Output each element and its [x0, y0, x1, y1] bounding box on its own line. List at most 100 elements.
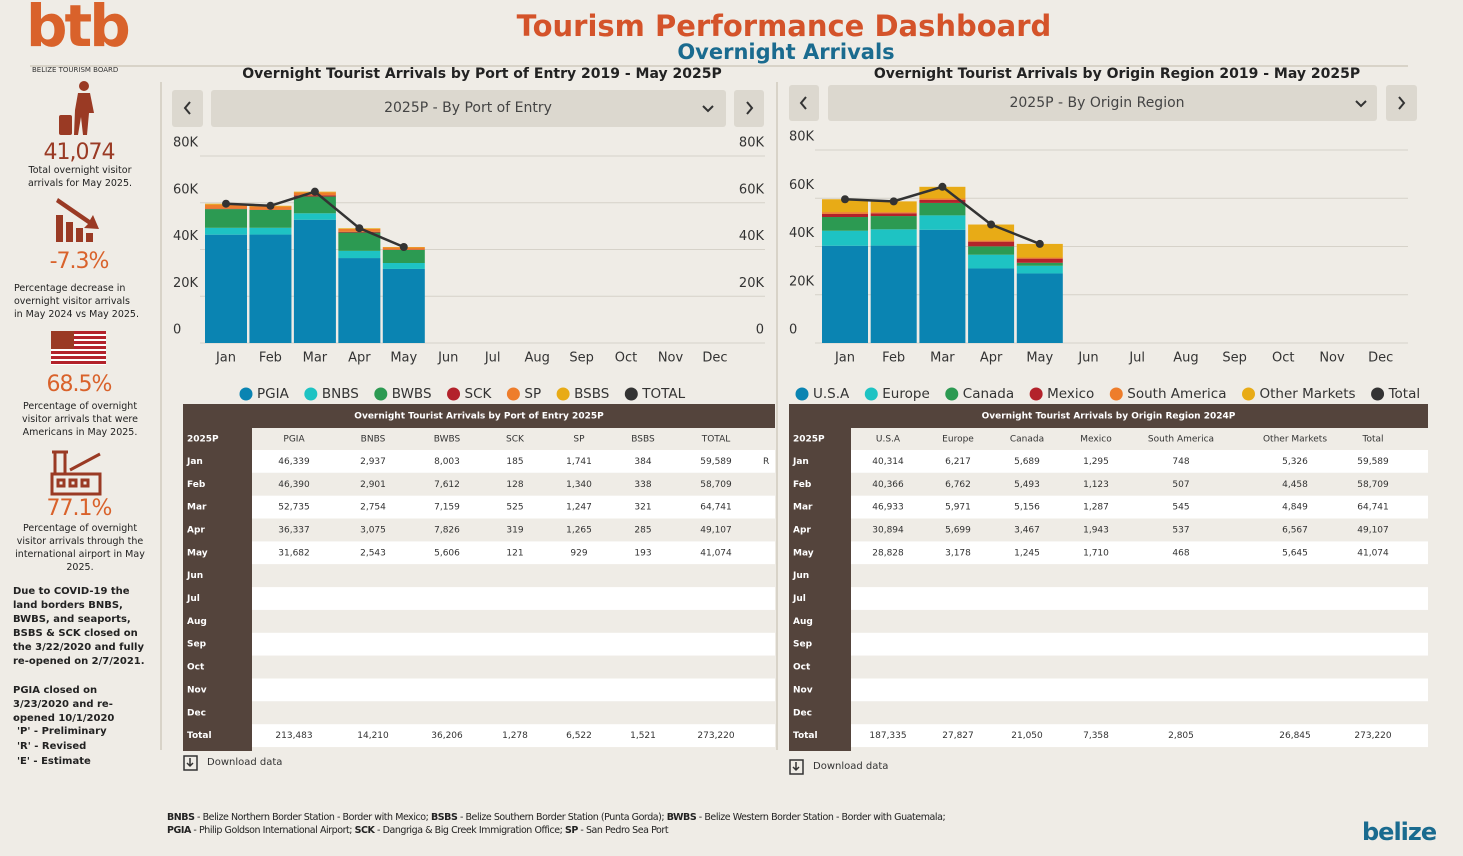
legend-swatch [1109, 387, 1123, 401]
table-row-bg [183, 450, 775, 473]
table-cell: 384 [634, 457, 651, 467]
table-row-bg [789, 495, 1428, 519]
bar-segment [822, 212, 868, 214]
table-cell: 7,358 [1083, 731, 1109, 741]
table-cell: 6,567 [1282, 525, 1308, 535]
bar-segment [205, 209, 247, 228]
legend-note: 'R' - Revised [17, 741, 87, 752]
table-cell: 46,933 [872, 503, 904, 513]
table-header: Europe [942, 435, 974, 445]
bar-segment [1016, 265, 1063, 274]
table-cell: 28,828 [872, 548, 904, 558]
footer-term: BNBS [167, 812, 195, 823]
table-cell: Jun [186, 571, 203, 581]
legend-label: Europe [882, 386, 929, 402]
table-cell: 525 [506, 503, 523, 513]
table-cell: 46,390 [278, 480, 310, 490]
table-cell: Jun [792, 571, 809, 581]
bar-segment [1016, 262, 1063, 266]
footer-term: BSBS [431, 812, 458, 823]
kpi-text: Total overnight visitor arrivals for May… [27, 165, 133, 189]
table-month-column [789, 428, 851, 751]
next-button[interactable] [1386, 85, 1417, 121]
table-cell: Mar [793, 503, 813, 513]
legend-swatch [1371, 387, 1385, 401]
table-cell: Oct [187, 663, 205, 673]
legend-swatch [624, 387, 638, 401]
title: Tourism Performance Dashboard [516, 9, 1052, 43]
bar-segment [968, 246, 1015, 255]
table-cell: Aug [187, 617, 207, 627]
y-tick-label: 80K [789, 130, 815, 145]
table-row-bg [789, 472, 1428, 496]
table-cell: 213,483 [275, 731, 312, 741]
y-tick-label: 80K [739, 136, 765, 151]
y-tick-label: 20K [789, 274, 815, 289]
chevron [702, 105, 714, 113]
legend-label: BNBS [322, 386, 359, 402]
line-point [355, 224, 364, 233]
bar-segment [919, 229, 966, 343]
table-cell: 31,682 [278, 548, 310, 558]
x-tick-label: May [1026, 351, 1053, 366]
bar-segment [870, 245, 917, 343]
download-link[interactable]: Download data [813, 761, 889, 772]
traveler-icon [59, 81, 94, 135]
table-cell: 537 [1172, 525, 1189, 535]
footer-text: - Belize Northern Border Station - Borde… [194, 812, 431, 823]
table-header: U.S.A [876, 435, 901, 445]
table-row-bg [183, 495, 775, 519]
y-tick-label: 80K [173, 136, 199, 151]
table-cell: 128 [506, 480, 523, 490]
table-cell: 4,849 [1282, 503, 1308, 513]
table-header: SCK [506, 435, 525, 445]
table-row-bg [183, 678, 775, 702]
x-tick-label: Jun [437, 351, 458, 366]
legend-label: Mexico [1047, 386, 1094, 402]
x-tick-label: Nov [1319, 351, 1345, 366]
x-tick-label: Jul [484, 351, 501, 366]
table-cell: 1,710 [1083, 548, 1109, 558]
table-cell: Mar [187, 503, 207, 513]
table-header-bg [789, 428, 1428, 450]
dropdown-label: 2025P - By Origin Region [1009, 95, 1184, 111]
decline-icon [56, 198, 99, 242]
table-cell: Feb [187, 480, 206, 490]
chart-title: Overnight Tourist Arrivals by Port of En… [242, 66, 721, 82]
table-cell: Oct [793, 663, 811, 673]
dropdown[interactable] [211, 90, 726, 127]
table-cell: 5,645 [1282, 548, 1308, 558]
table-row-bg [789, 450, 1428, 473]
chevron [1355, 100, 1367, 108]
legend-label: SP [524, 386, 541, 402]
y-tick-label: 0 [789, 323, 797, 338]
x-tick-label: Feb [259, 351, 282, 366]
table-cell: 26,845 [1279, 731, 1311, 741]
prev-button[interactable] [172, 90, 203, 127]
download-link[interactable]: Download data [207, 757, 283, 768]
x-tick-label: Jan [834, 351, 855, 366]
legend-swatch [945, 387, 959, 401]
legend-label: BWBS [392, 386, 432, 402]
table-marker: R [763, 457, 769, 467]
dropdown[interactable] [828, 85, 1377, 121]
bar-segment [870, 212, 917, 214]
bar-segment [1016, 273, 1063, 343]
table-header: PGIA [283, 435, 305, 445]
bar-segment [822, 199, 868, 213]
table-cell: 59,589 [1357, 457, 1389, 467]
prev-button[interactable] [789, 85, 819, 121]
table-cell: 2,901 [360, 480, 386, 490]
legend-swatch [1242, 387, 1255, 401]
y-tick-label: 20K [173, 276, 199, 291]
bar-segment [1016, 257, 1063, 259]
table-cell: 5,606 [434, 548, 460, 558]
table-cell: Total [187, 731, 212, 741]
next-button[interactable] [734, 90, 764, 127]
table-row-bg [183, 632, 775, 656]
table-cell: 58,709 [1357, 480, 1389, 490]
table-cell: Dec [187, 708, 206, 718]
y-tick-label: 60K [173, 182, 199, 197]
table-row-bg [789, 518, 1428, 542]
